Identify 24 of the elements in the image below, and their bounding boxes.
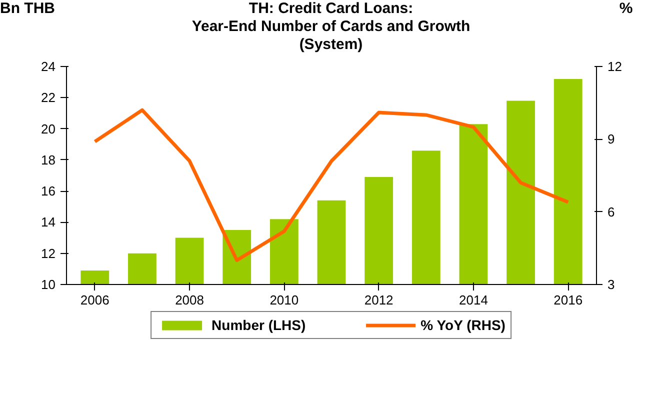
y-tick-label: 14 [41,214,56,230]
y-tick-label: 18 [41,152,56,168]
legend-label: % YoY (RHS) [420,317,506,333]
x-tick-label: 2012 [364,292,394,308]
y2-tick-label: 6 [608,204,615,220]
x-tick-label: 2008 [175,292,204,308]
y-tick-label: 10 [41,277,56,292]
y-tick-label: 24 [41,59,56,74]
chart-title: TH: Credit Card Loans: Year-End Number of Cards and Growth (System) [192,0,470,54]
y-tick-label: 16 [41,184,56,199]
y2-axis-title: % [619,0,633,18]
x-tick-label: 2010 [270,292,299,308]
x-tick-label: 2006 [80,292,110,308]
legend-label: Number (LHS) [212,317,306,333]
x-tick-label: 2014 [459,292,488,308]
line-series [93,108,570,262]
y-tick-label: 20 [41,121,56,136]
y-tick-label: 22 [41,90,56,106]
y2-tick-label: 9 [608,132,615,147]
y2-tick-label: 3 [608,277,615,292]
y-tick-label: 12 [41,246,56,261]
y2-tick-label: 12 [608,59,622,74]
x-tick-label: 2016 [554,292,583,308]
y-axis-title: Bn THB [0,0,55,18]
